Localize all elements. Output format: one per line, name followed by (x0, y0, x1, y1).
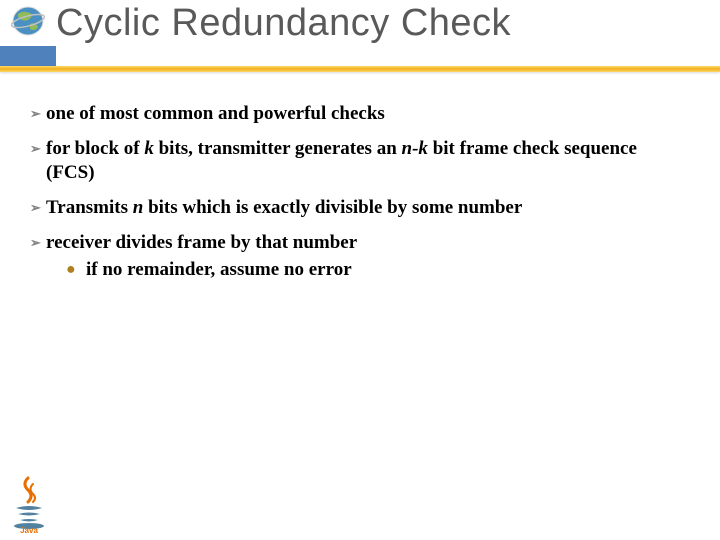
bullet-item: ➢ for block of k bits, transmitter gener… (30, 137, 690, 186)
header: Cyclic Redundancy Check (0, 0, 720, 74)
bullet-text: for block of k bits, transmitter generat… (46, 137, 690, 186)
sub-bullet-text: if no remainder, assume no error (86, 259, 352, 281)
chevron-icon: ➢ (30, 106, 46, 123)
java-logo-icon: Java (8, 476, 50, 534)
chevron-icon: ➢ (30, 200, 46, 217)
bullet-item: ➢ one of most common and powerful checks (30, 102, 690, 127)
bullet-text: one of most common and powerful checks (46, 102, 690, 127)
header-underline-bar (0, 66, 720, 72)
content-body: ➢ one of most common and powerful checks… (30, 102, 690, 281)
sub-bullet-item: ● if no remainder, assume no error (66, 259, 690, 281)
bullet-item: ➢ receiver divides frame by that number (30, 231, 690, 256)
bullet-text: receiver divides frame by that number (46, 231, 690, 256)
chevron-icon: ➢ (30, 235, 46, 252)
svg-text:Java: Java (20, 526, 38, 534)
dot-icon: ● (66, 261, 86, 279)
bullet-text: Transmits n bits which is exactly divisi… (46, 196, 690, 221)
page-title: Cyclic Redundancy Check (56, 2, 511, 45)
bullet-item: ➢ Transmits n bits which is exactly divi… (30, 196, 690, 221)
chevron-icon: ➢ (30, 141, 46, 158)
globe-icon (8, 2, 50, 40)
